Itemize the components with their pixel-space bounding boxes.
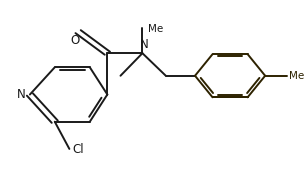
Text: O: O: [71, 33, 80, 46]
Text: Me: Me: [148, 24, 163, 34]
Text: Me: Me: [289, 71, 305, 81]
Text: N: N: [17, 88, 26, 101]
Text: Cl: Cl: [72, 143, 84, 156]
Text: N: N: [140, 38, 148, 51]
